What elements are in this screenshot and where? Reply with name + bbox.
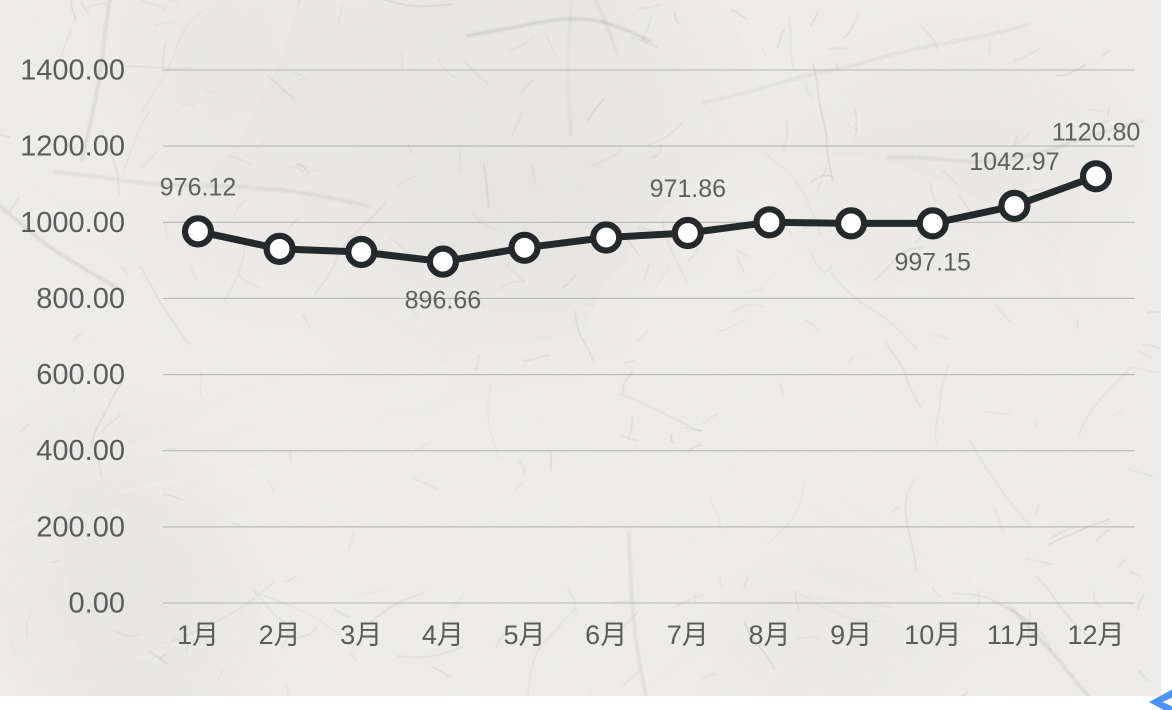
svg-text:997.15: 997.15 [894,248,970,276]
svg-text:5月: 5月 [503,620,545,650]
svg-text:1400.00: 1400.00 [20,55,125,87]
svg-text:971.86: 971.86 [650,175,726,203]
svg-text:6月: 6月 [585,620,627,650]
svg-text:200.00: 200.00 [36,511,125,543]
svg-text:1120.80: 1120.80 [1052,118,1141,146]
svg-text:0.00: 0.00 [69,588,125,620]
svg-text:3月: 3月 [340,620,382,650]
svg-text:800.00: 800.00 [36,283,125,315]
svg-text:1200.00: 1200.00 [20,131,125,163]
svg-text:976.12: 976.12 [160,173,236,201]
svg-text:600.00: 600.00 [36,359,125,391]
svg-text:9月: 9月 [830,620,872,650]
svg-text:12月: 12月 [1067,620,1124,650]
svg-text:400.00: 400.00 [36,435,125,467]
svg-text:2月: 2月 [259,620,301,650]
svg-text:1000.00: 1000.00 [20,207,125,239]
svg-text:7月: 7月 [667,620,709,650]
svg-text:4月: 4月 [422,620,464,650]
svg-text:1042.97: 1042.97 [969,148,1059,176]
svg-text:11月: 11月 [987,620,1042,650]
svg-text:10月: 10月 [904,620,961,650]
svg-text:896.66: 896.66 [405,287,481,315]
svg-text:8月: 8月 [748,620,790,650]
svg-text:1月: 1月 [177,620,219,650]
